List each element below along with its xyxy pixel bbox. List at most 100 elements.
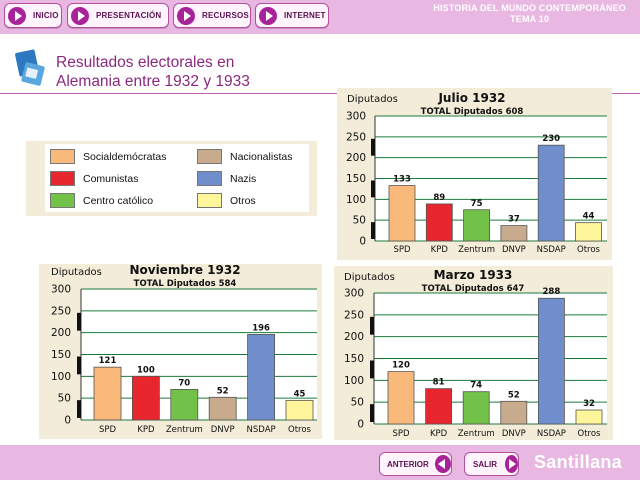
y-tick-label: 250 [346,131,366,143]
bar-dnvp [208,396,237,421]
bottom-navigation-bar [0,445,640,480]
y-axis-segment [77,400,81,418]
legend-item-otros: Otros [197,193,256,208]
chart-title: Julio 1932 [437,91,505,105]
category-label: DNVP [211,425,235,435]
y-tick-label: 250 [51,305,71,317]
bar-kpd [132,375,160,421]
nav-button-presentacion[interactable]: PRESENTACIÓN [67,3,169,28]
legend-item-nacionalistas: Nacionalistas [197,149,292,164]
chart-document-icon [15,49,45,86]
exit-button[interactable]: SALIR [464,452,519,476]
course-header: HISTORIA DEL MUNDO CONTEMPORÁNEO TEMA 10 [433,3,626,25]
category-label: KPD [137,425,155,435]
unit-number: TEMA 10 [510,14,550,24]
bar-dnvp [500,225,528,242]
y-tick-label: 150 [346,173,366,185]
bar-value-label: 32 [583,399,595,409]
category-label: Otros [578,429,602,439]
bar-value-label: 121 [99,356,117,366]
legend-item-centro-catolico: Centro católico [50,193,153,208]
category-label: NSDAP [537,429,566,439]
play-arrow-icon [177,6,195,25]
y-tick-label: 300 [346,111,366,123]
legend-item-comunistas: Comunistas [50,171,138,186]
y-tick-label: 150 [51,349,71,361]
legend-label: Nazis [230,172,257,185]
bar-value-label: 74 [470,381,482,391]
chart-marzo-1933: 0 50 100 150 200 250 300 120 SPD 81 KPD 74 Zentrum 52… [334,266,613,440]
y-axis-segment [370,404,374,422]
bar-value-label: 120 [392,361,410,371]
legend-label: Centro católico [83,194,154,207]
party-legend: Socialdemócratas Nacionalistas Comunista… [26,141,317,216]
y-tick-label: 100 [344,375,364,387]
y-tick-label: 200 [51,327,71,339]
legend-swatch [197,193,222,208]
y-tick-label: 300 [51,284,71,296]
category-label: Otros [288,425,312,435]
category-label: SPD [392,429,410,439]
bar-zentrum [170,389,199,421]
page-title: Resultados electorales en Alemania entre… [56,53,250,91]
previous-button[interactable]: ANTERIOR [379,452,452,476]
legend-swatch [50,193,75,208]
category-label: SPD [393,245,411,255]
legend-label: Socialdemócratas [83,150,167,163]
y-axis-segment [77,312,81,331]
y-axis-segment [370,360,374,379]
y-axis-label: Diputados [347,94,398,105]
legend-item-nazis: Nazis [197,171,256,186]
page-title-line: Resultados electorales en [56,54,235,71]
title-divider [0,93,640,94]
bar-zentrum [462,391,490,425]
bar-value-label: 89 [433,193,445,203]
chart-subtitle: TOTAL Diputados 647 [422,284,525,294]
bar-value-label: 81 [433,378,445,388]
chart-subtitle: TOTAL Diputados 584 [134,279,237,289]
bar-spd [93,366,122,421]
forward-arrow-icon [505,455,518,473]
legend-label: Nacionalistas [230,150,293,163]
nav-button-internet[interactable]: INTERNET [255,3,329,28]
bar-value-label: 44 [583,212,595,222]
category-label: Otros [577,245,601,255]
y-axis-segment [371,180,375,198]
play-arrow-icon [71,6,89,25]
y-tick-label: 50 [58,393,71,405]
y-tick-label: 100 [51,371,71,383]
category-label: KPD [431,245,449,255]
chart-title: Noviembre 1932 [129,264,240,277]
bar-value-label: 100 [137,365,155,375]
y-axis-label: Diputados [344,272,395,283]
y-tick-label: 50 [353,215,366,227]
chart-title: Marzo 1933 [434,268,513,282]
legend-swatch [50,171,75,186]
bar-nsdap [537,144,565,242]
bar-value-label: 288 [543,287,561,297]
play-arrow-icon [8,6,26,25]
legend-body: Socialdemócratas Nacionalistas Comunista… [45,144,309,212]
y-tick-label: 250 [344,309,364,321]
y-axis-segment [371,222,375,239]
y-tick-label: 100 [346,194,366,206]
category-label: KPD [430,429,448,439]
chart-noviembre-1932-plot: 0 50 100 150 200 250 300 121 SPD 100 KPD 70 Zentrum 5… [51,264,317,435]
nav-button-inicio[interactable]: INICIO [4,3,62,28]
bar-value-label: 37 [508,215,520,225]
bar-value-label: 70 [178,378,190,388]
category-label: DNVP [502,245,526,255]
bar-kpd [425,388,452,425]
exit-label: SALIR [473,459,497,469]
y-tick-label: 0 [64,415,71,427]
legend-swatch [50,149,75,164]
category-label: Zentrum [458,245,495,255]
nav-button-recursos[interactable]: RECURSOS [173,3,251,28]
bar-value-label: 133 [393,175,411,185]
y-axis-segment [77,356,81,375]
nav-button-label: RECURSOS [202,11,249,20]
bar-spd [387,371,415,425]
y-axis-label: Diputados [51,267,102,278]
y-axis-segment [371,138,375,156]
play-arrow-icon [259,6,277,25]
